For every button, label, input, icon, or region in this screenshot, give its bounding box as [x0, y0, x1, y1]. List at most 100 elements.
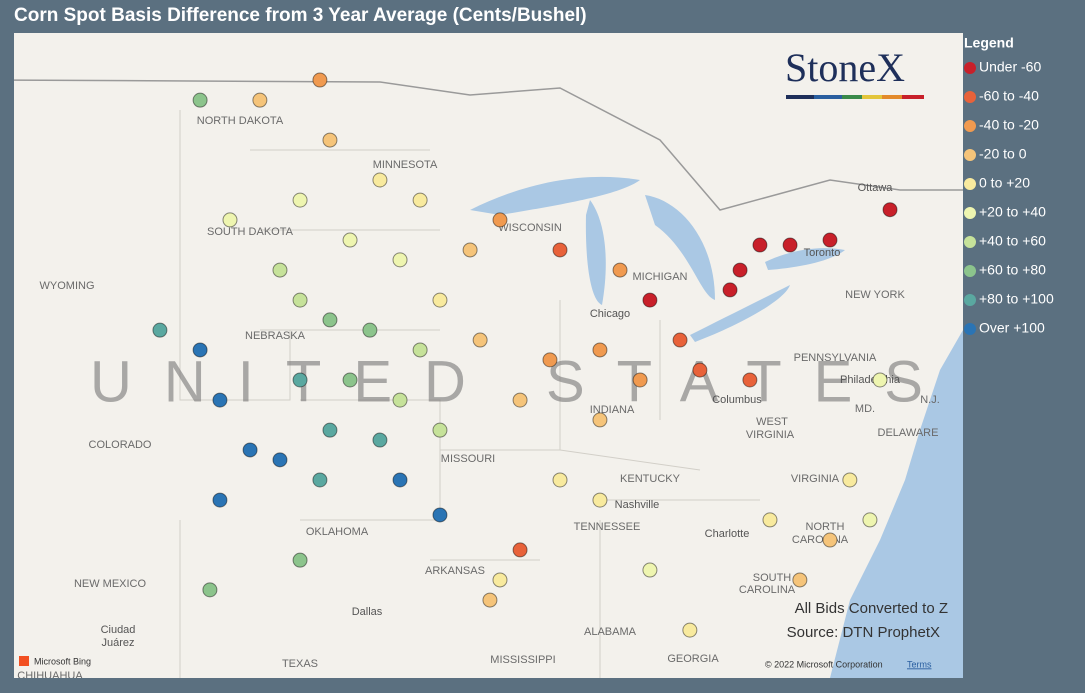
legend-title: Legend [964, 35, 1014, 51]
map-label: TEXAS [282, 658, 318, 670]
terms-link[interactable]: Terms [907, 659, 932, 669]
map-label: INDIANA [590, 404, 635, 416]
logo-bar [902, 95, 924, 99]
bid-point [212, 392, 228, 408]
bid-point [672, 332, 688, 348]
map-label: NORTH DAKOTA [197, 115, 284, 127]
logo-bar [786, 95, 814, 99]
legend: Under -60 -60 to -40 -40 to -20 -20 to 0 0 t… [964, 59, 1054, 336]
map-label: Ciudad [101, 624, 136, 636]
bid-point [372, 172, 388, 188]
bid-point [552, 242, 568, 258]
note: Source: DTN ProphetX [787, 624, 940, 641]
bid-point [192, 92, 208, 108]
bid-point [412, 192, 428, 208]
map-labels: NORTH DAKOTA MINNESOTA SOUTH DAKOTA WYOM… [17, 115, 940, 682]
lake [765, 248, 845, 270]
map-label: ARKANSAS [425, 565, 485, 577]
map-label: NEBRASKA [245, 330, 306, 342]
note: All Bids Converted to Z [795, 600, 948, 617]
bid-point [462, 242, 478, 258]
legend-swatch [964, 149, 976, 161]
bid-point [362, 322, 378, 338]
map-label: NEW YORK [845, 289, 905, 301]
legend-label: 0 to +20 [979, 175, 1030, 191]
border [14, 79, 963, 211]
legend-swatch [964, 323, 976, 335]
map-label: Toronto [804, 247, 841, 259]
bing-logo [19, 656, 29, 666]
bid-point [342, 372, 358, 388]
bid-point [872, 372, 888, 388]
bid-point [782, 237, 798, 253]
bid-point [862, 512, 878, 528]
bid-point [392, 392, 408, 408]
bid-point [692, 362, 708, 378]
map-label: SOUTH [753, 572, 792, 584]
bid-point [432, 507, 448, 523]
map-label: MISSISSIPPI [490, 654, 555, 666]
bid-point [492, 572, 508, 588]
map-label: NORTH [806, 521, 845, 533]
bid-point [512, 392, 528, 408]
bid-point [432, 292, 448, 308]
bid-point [392, 472, 408, 488]
bid-point [742, 372, 758, 388]
bid-point [882, 202, 898, 218]
map-label: WISCONSIN [498, 222, 562, 234]
bid-point [762, 512, 778, 528]
map-label: MD. [855, 403, 875, 415]
bid-point [432, 422, 448, 438]
legend-swatch [964, 62, 976, 74]
bid-point [192, 342, 208, 358]
logo-bar [814, 95, 842, 99]
bid-point [482, 592, 498, 608]
legend-label: Over +100 [979, 320, 1045, 336]
legend-label: +60 to +80 [979, 262, 1046, 278]
map-label: Columbus [712, 394, 762, 406]
bid-point [322, 132, 338, 148]
title: Corn Spot Basis Difference from 3 Year A… [14, 5, 587, 26]
bid-point [292, 192, 308, 208]
bid-point [322, 422, 338, 438]
legend-swatch [964, 294, 976, 306]
bid-point [342, 232, 358, 248]
map-label: NEW MEXICO [74, 578, 147, 590]
map-label: CHIHUAHUA [17, 670, 83, 682]
map-label: DELAWARE [878, 427, 939, 439]
map-label: WYOMING [40, 280, 95, 292]
bid-point [642, 562, 658, 578]
map-label: Philadelphia [840, 374, 901, 386]
map-label: N.J. [920, 394, 940, 406]
lake [470, 176, 640, 215]
bid-point [492, 212, 508, 228]
bid-point [592, 412, 608, 428]
bid-point [412, 342, 428, 358]
legend-label: -60 to -40 [979, 88, 1039, 104]
map-label: Ottawa [858, 182, 894, 194]
legend-swatch [964, 236, 976, 248]
bid-point [682, 622, 698, 638]
bid-point [322, 312, 338, 328]
map-label: CAROLINA [739, 584, 796, 596]
bid-point [292, 372, 308, 388]
map-label: Nashville [615, 499, 660, 511]
legend-label: Under -60 [979, 59, 1041, 75]
map-label: MICHIGAN [633, 271, 688, 283]
legend-label: +40 to +60 [979, 233, 1046, 249]
map-label: VIRGINIA [746, 429, 795, 441]
map: UNITED STATES NORTH DAKOTA MINNESOTA SOU… [14, 33, 963, 682]
lake [645, 195, 715, 300]
bid-point [252, 92, 268, 108]
map-label: Charlotte [705, 528, 750, 540]
bid-point [292, 552, 308, 568]
bid-point [272, 262, 288, 278]
bid-point [372, 432, 388, 448]
legend-swatch [964, 178, 976, 190]
map-label: Dallas [352, 606, 383, 618]
bid-point [642, 292, 658, 308]
bid-point [292, 292, 308, 308]
bid-point [272, 452, 288, 468]
legend-label: -20 to 0 [979, 146, 1027, 162]
